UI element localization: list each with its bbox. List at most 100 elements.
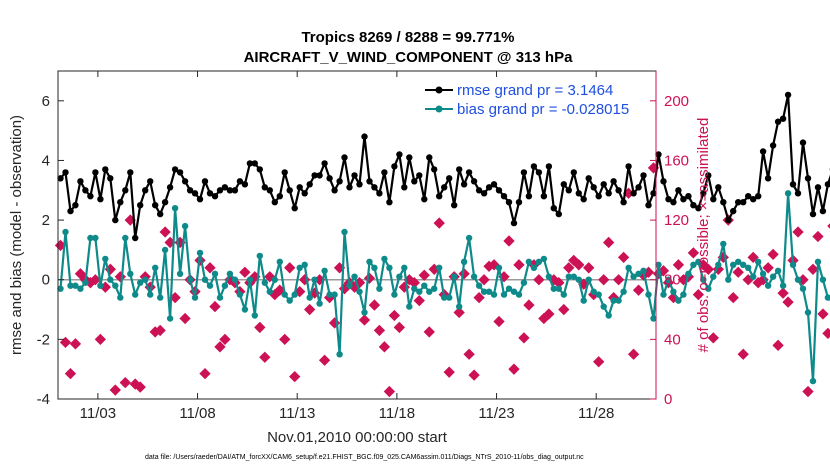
x-axis: 11/03 11/08 11/13 11/18 11/23 11/28 bbox=[80, 71, 614, 422]
rmse-point bbox=[550, 205, 557, 212]
rmse-point bbox=[401, 184, 408, 191]
rmse-point bbox=[221, 184, 229, 191]
bias-point bbox=[451, 273, 458, 280]
y-tick-label: 0 bbox=[42, 272, 50, 289]
bias-point bbox=[316, 300, 323, 307]
rmse-point bbox=[296, 184, 303, 191]
bias-point bbox=[286, 297, 293, 304]
obs-point bbox=[692, 288, 705, 301]
obs-point bbox=[593, 356, 605, 368]
bias-point bbox=[794, 276, 802, 283]
rmse-point bbox=[655, 151, 662, 158]
rmse-point bbox=[545, 163, 553, 170]
obs-point bbox=[583, 262, 595, 274]
rmse-point bbox=[281, 169, 288, 176]
y2-tick-label: 0 bbox=[664, 391, 672, 408]
obs-point bbox=[777, 287, 789, 299]
bias-point bbox=[157, 294, 164, 301]
rmse-point bbox=[256, 166, 263, 173]
bias-point bbox=[221, 282, 229, 289]
bias-point bbox=[774, 267, 782, 274]
rmse-point bbox=[675, 187, 682, 194]
rmse-point bbox=[465, 169, 473, 176]
rmse-point bbox=[615, 187, 622, 194]
y2-tick-label: 120 bbox=[664, 212, 689, 229]
rmse-point bbox=[371, 184, 378, 191]
obs-point bbox=[358, 314, 371, 326]
obs-point bbox=[563, 262, 575, 274]
rmse-point bbox=[441, 184, 448, 191]
bias-point bbox=[82, 279, 89, 286]
bias-point bbox=[77, 285, 84, 292]
rmse-point bbox=[525, 193, 533, 200]
legend-rmse-label: rmse grand pr = 3.1464 bbox=[457, 82, 613, 99]
bias-point bbox=[401, 264, 408, 271]
rmse-point bbox=[107, 175, 114, 182]
bias-point bbox=[655, 261, 662, 268]
chart-title: Tropics 8269 / 8288 = 99.771% bbox=[301, 29, 514, 46]
bias-point bbox=[171, 205, 179, 212]
obs-point bbox=[732, 266, 744, 278]
rmse-point bbox=[186, 187, 194, 194]
bias-point bbox=[371, 264, 378, 271]
rmse-point bbox=[685, 193, 692, 200]
rmse-point bbox=[680, 196, 687, 203]
rmse-point bbox=[720, 199, 727, 206]
rmse-point bbox=[500, 193, 508, 200]
rmse-point bbox=[321, 160, 328, 167]
obs-point bbox=[533, 274, 545, 286]
obs-point bbox=[423, 326, 435, 338]
rmse-point bbox=[605, 190, 612, 197]
obs-point bbox=[508, 363, 520, 375]
y-tick-label: 4 bbox=[42, 152, 50, 169]
obs-point bbox=[204, 262, 216, 274]
rmse-point bbox=[411, 178, 418, 185]
bias-point bbox=[396, 273, 403, 280]
x-tick-label: 11/13 bbox=[279, 405, 315, 422]
x-tick-label: 11/23 bbox=[478, 405, 514, 422]
rmse-point bbox=[166, 184, 174, 191]
obs-point bbox=[543, 308, 555, 320]
rmse-point bbox=[710, 196, 717, 203]
obs-point bbox=[254, 321, 266, 334]
bias-point bbox=[416, 288, 423, 295]
y2-tick-label: 200 bbox=[664, 93, 689, 110]
rmse-point bbox=[391, 163, 398, 170]
bias-point bbox=[311, 276, 318, 283]
bias-point bbox=[530, 264, 538, 271]
bias-point bbox=[331, 291, 338, 298]
rmse-point bbox=[336, 178, 343, 185]
rmse-point bbox=[779, 115, 787, 122]
rmse-point bbox=[451, 202, 458, 209]
y-tick-label: 2 bbox=[42, 212, 50, 229]
bias-point bbox=[426, 288, 433, 295]
y-tick-label: -2 bbox=[37, 331, 50, 348]
bias-point bbox=[236, 291, 244, 298]
bias-point bbox=[804, 309, 812, 316]
rmse-point bbox=[291, 205, 298, 212]
rmse-point bbox=[585, 175, 592, 182]
obs-point bbox=[812, 230, 824, 243]
bias-point bbox=[695, 258, 702, 265]
obs-point bbox=[503, 235, 515, 247]
bias-point bbox=[261, 279, 268, 286]
legend-bias-marker bbox=[435, 105, 443, 113]
bias-point bbox=[241, 306, 249, 313]
bias-point bbox=[62, 228, 69, 236]
obs-point bbox=[134, 381, 146, 393]
bias-point bbox=[570, 273, 577, 280]
rmse-point bbox=[72, 202, 79, 209]
rmse-point bbox=[361, 133, 368, 140]
bias-point bbox=[545, 273, 553, 280]
rmse-point bbox=[97, 196, 104, 203]
bias-point bbox=[251, 312, 258, 319]
obs-point bbox=[822, 327, 830, 340]
bias-point bbox=[97, 282, 104, 289]
bias-point bbox=[87, 234, 94, 242]
obs-point bbox=[304, 303, 316, 316]
rmse-point bbox=[431, 166, 438, 173]
rmse-point bbox=[266, 187, 273, 194]
bias-point bbox=[421, 282, 428, 289]
rmse-point bbox=[480, 190, 488, 197]
obs-point bbox=[179, 312, 191, 325]
